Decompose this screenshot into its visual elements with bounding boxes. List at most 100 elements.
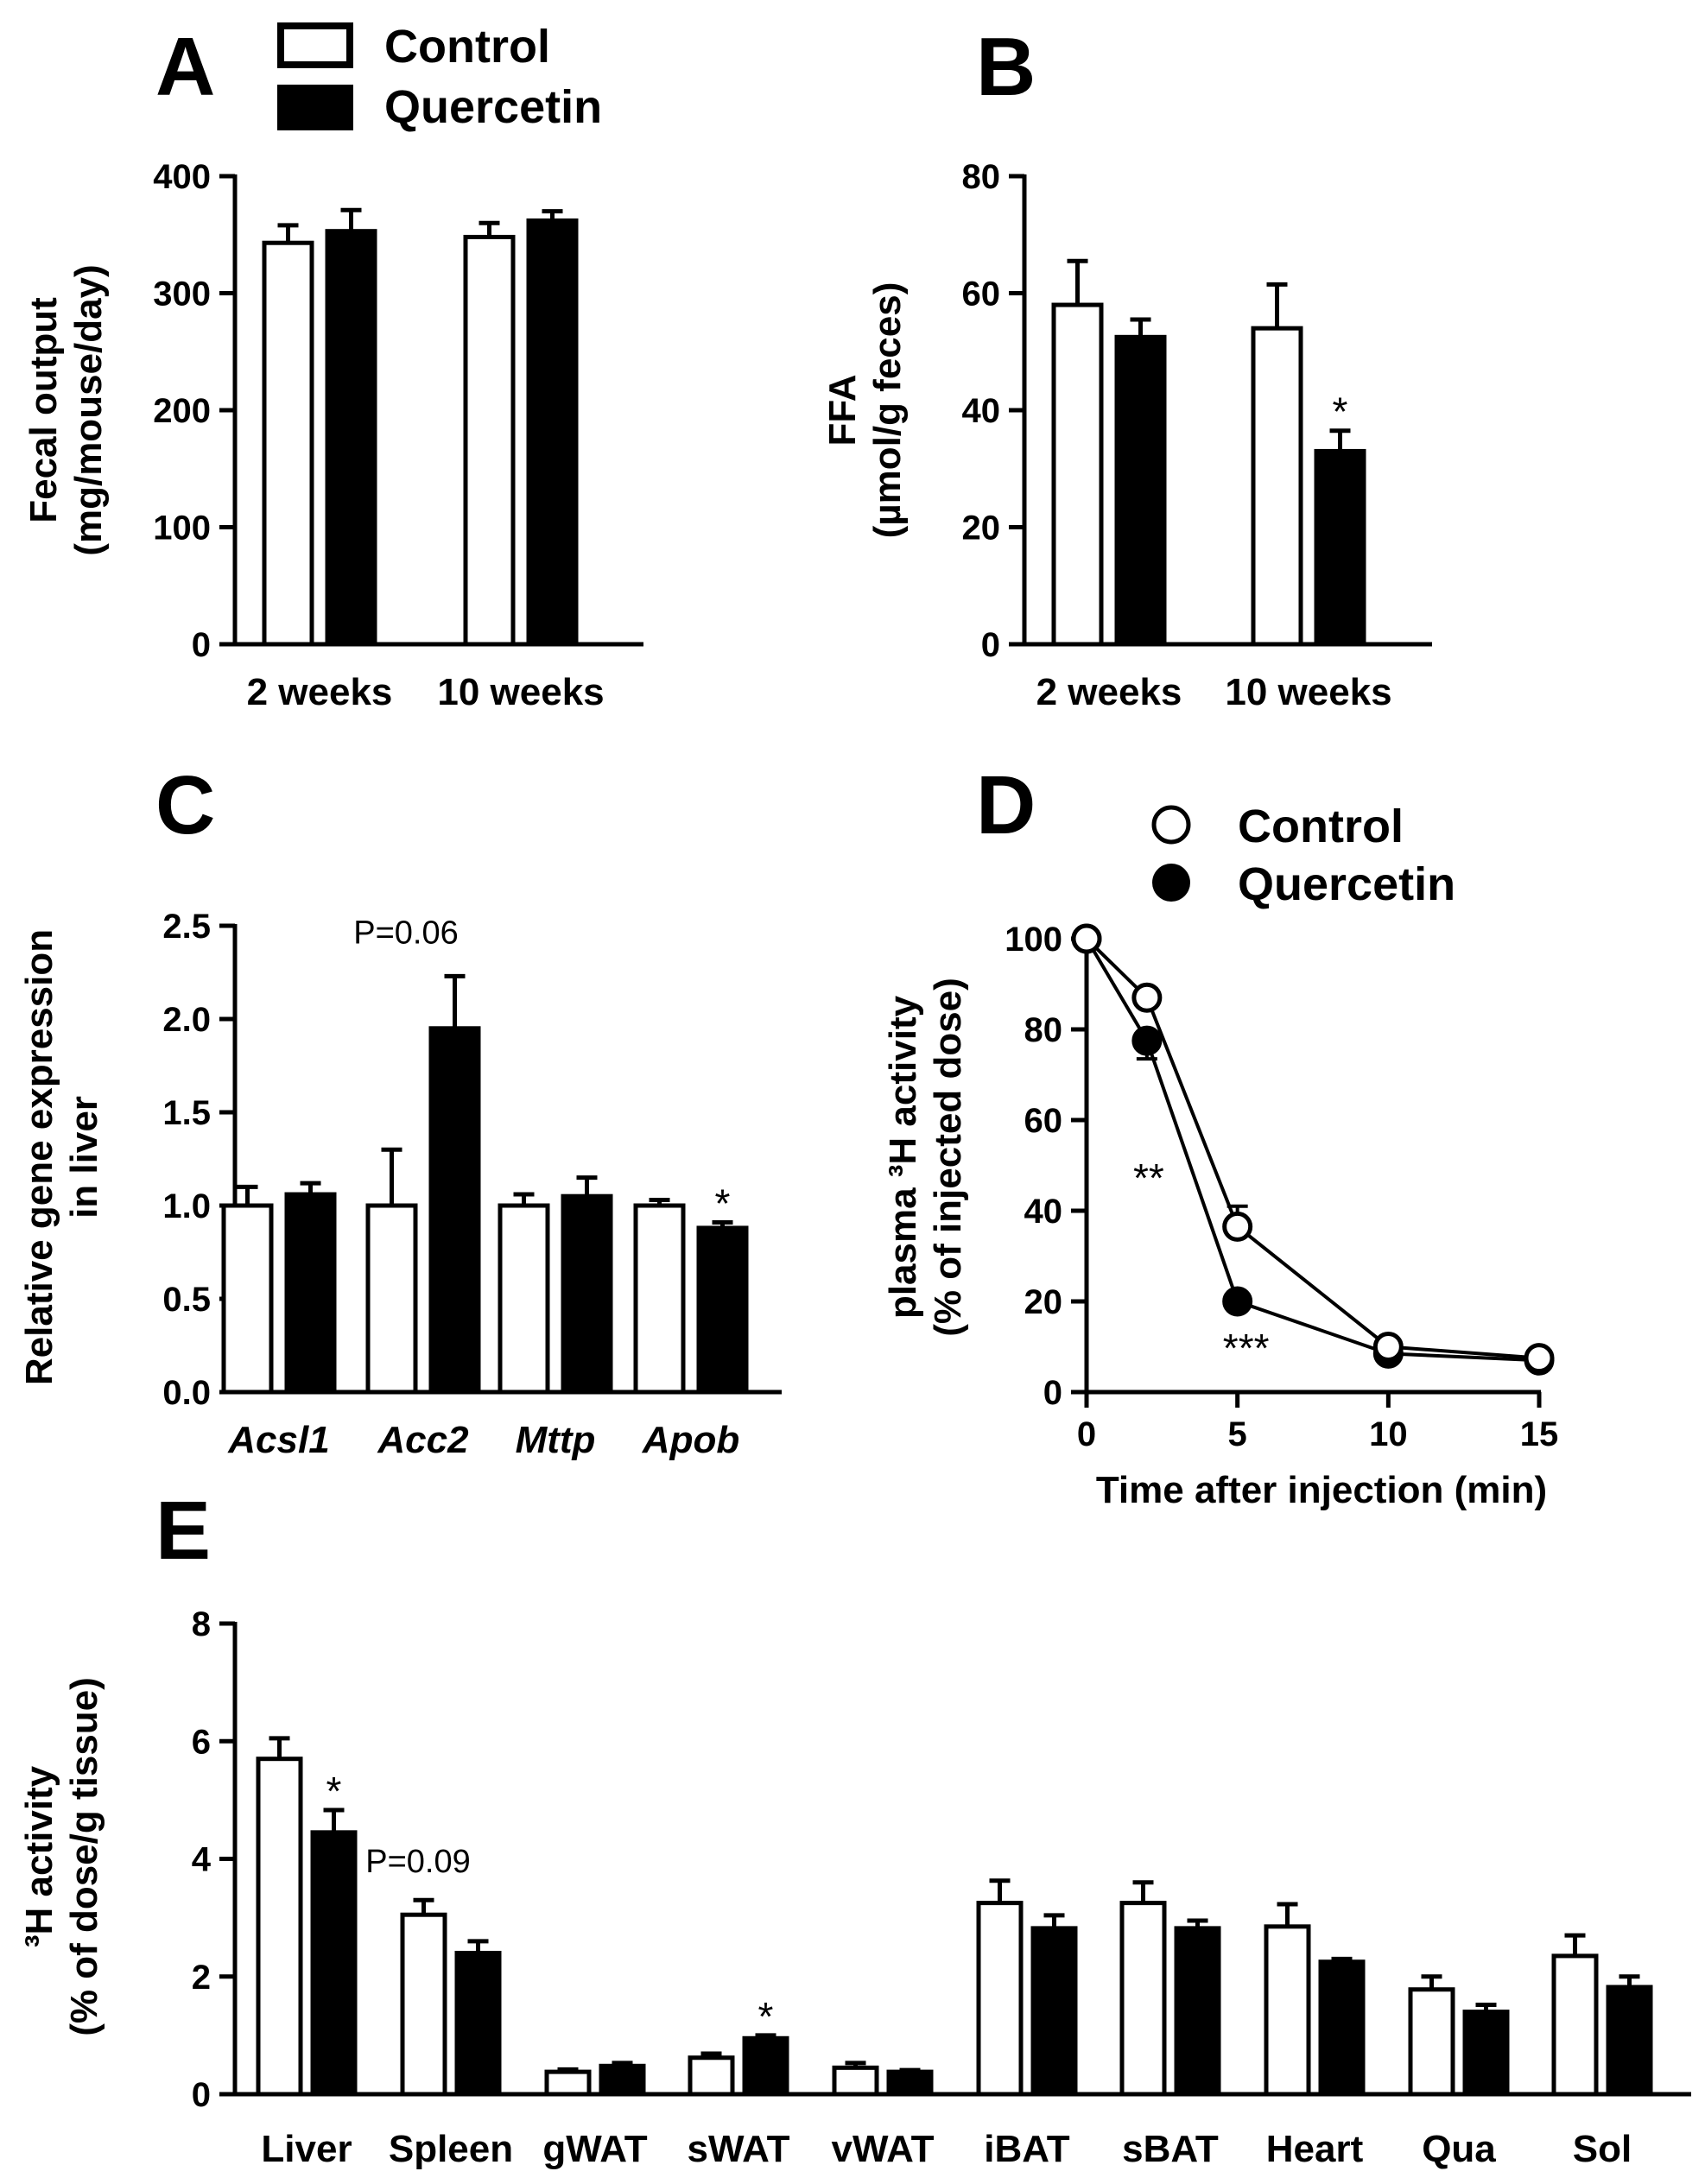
panel-b-ffa-chart: B 0 20 40 60 80 FFA (µmol/g feces) 2 weeks 10 wee… [821, 21, 1432, 713]
A-panel-letter: A [155, 21, 215, 113]
D-y-tick-label: 40 [1024, 1193, 1063, 1231]
E-bar-quercetin [1030, 1926, 1078, 2097]
E-category-label: iBAT [984, 2128, 1070, 2170]
E-bar-control [976, 1901, 1024, 2097]
D-y-axis-label-line2: (% of injected dose) [927, 978, 969, 1337]
C-bar-control [365, 1203, 418, 1395]
panel-d-plasma-activity-chart: D 0 20 40 60 80 100 0 5 10 15 Time after injection … [882, 759, 1558, 1511]
E-bar-control [832, 2065, 879, 2097]
B-bar-control [1051, 302, 1104, 647]
E-annotation: * [326, 1769, 342, 1814]
C-y-tick-label: 2.5 [162, 908, 211, 946]
legend-d-quercetin-marker [1152, 864, 1190, 902]
D-point-control [1524, 1343, 1555, 1374]
A-y-tick-label: 400 [153, 158, 211, 196]
A-bar-control [463, 234, 516, 647]
E-annotation: P=0.09 [365, 1844, 471, 1880]
D-panel-letter: D [976, 759, 1036, 851]
E-y-tick-label: 4 [192, 1841, 212, 1879]
E-annotation: * [758, 1994, 774, 2039]
C-bar-quercetin [696, 1225, 749, 1395]
legend-d-control-marker [1151, 805, 1191, 845]
B-panel-letter: B [976, 21, 1036, 113]
A-y-tick-label: 100 [153, 510, 211, 548]
C-bar-quercetin [428, 1026, 481, 1395]
B-y-tick-label: 20 [962, 510, 1001, 548]
E-y-tick-label: 6 [192, 1723, 211, 1761]
E-y-tick-label: 0 [192, 2076, 211, 2114]
B-category-label: 2 weeks [1036, 671, 1182, 713]
E-bar-control [1119, 1901, 1167, 2097]
E-bar-quercetin [742, 2035, 789, 2097]
E-y-axis-label-line1: ³H activity [18, 1765, 60, 1947]
legend-control-label: Control [384, 21, 550, 73]
A-category-label: 10 weeks [437, 671, 604, 713]
C-category-label: Acc2 [377, 1419, 469, 1461]
line-legend: Control Quercetin [1151, 801, 1455, 910]
C-category-label: Apob [642, 1419, 739, 1461]
D-y-tick-label: 0 [1043, 1374, 1062, 1412]
D-x-axis-label: Time after injection (min) [1096, 1469, 1547, 1511]
legend-quercetin-label: Quercetin [384, 81, 602, 133]
A-y-tick-label: 200 [153, 392, 211, 430]
A-bar-control [262, 240, 314, 647]
E-bar-quercetin [454, 1951, 502, 2097]
C-annotation: * [715, 1181, 731, 1225]
E-category-label: sBAT [1122, 2128, 1219, 2170]
B-annotation: * [1333, 389, 1348, 434]
A-category-label: 2 weeks [247, 671, 393, 713]
bar-legend: Control Quercetin [277, 21, 602, 133]
legend-d-control-label: Control [1238, 801, 1404, 852]
E-bar-quercetin [310, 1830, 358, 2097]
E-bar-control [1264, 1924, 1311, 2097]
B-y-tick-label: 60 [962, 275, 1001, 313]
C-y-tick-label: 0.0 [162, 1374, 211, 1412]
A-y-axis-label-line1: Fecal output [22, 297, 65, 523]
E-category-label: gWAT [542, 2128, 647, 2170]
D-y-axis-label-line1: plasma ³H activity [882, 995, 924, 1319]
D-x-tick-label: 5 [1228, 1415, 1247, 1453]
E-category-label: vWAT [832, 2128, 935, 2170]
D-x-tick-label: 0 [1077, 1415, 1096, 1453]
D-y-tick-label: 80 [1024, 1011, 1063, 1049]
A-y-tick-label: 0 [192, 626, 211, 664]
C-annotation: P=0.06 [353, 915, 459, 951]
B-y-tick-label: 40 [962, 392, 1001, 430]
E-bar-quercetin [599, 2063, 646, 2097]
C-category-label: Acsl1 [227, 1419, 329, 1461]
B-y-tick-label: 80 [962, 158, 1001, 196]
C-y-tick-label: 1.0 [162, 1187, 211, 1225]
B-bar-quercetin [1114, 334, 1167, 647]
E-bar-control [400, 1912, 447, 2097]
B-bar-quercetin [1314, 448, 1366, 647]
A-bar-quercetin [325, 229, 377, 647]
E-y-tick-label: 8 [192, 1605, 211, 1643]
D-annotation: ** [1133, 1155, 1164, 1200]
E-y-tick-label: 2 [192, 1959, 211, 1997]
C-bar-control [498, 1203, 550, 1395]
panel-e-tissue-activity-chart: E 0 2 4 6 8 ³H activity (% of dose/g tissue) Liv… [18, 1484, 1691, 2170]
E-bar-control [1551, 1953, 1599, 2097]
legend-control-swatch [277, 22, 353, 68]
D-point-quercetin [1222, 1286, 1253, 1317]
D-point-control [1131, 982, 1163, 1013]
E-bar-quercetin [1606, 1985, 1653, 2097]
E-bar-quercetin [1462, 2010, 1510, 2097]
C-panel-letter: C [155, 759, 215, 851]
D-point-control [1222, 1211, 1253, 1242]
C-y-tick-label: 2.0 [162, 1001, 211, 1039]
C-category-label: Mttp [516, 1419, 596, 1461]
B-bar-control [1251, 326, 1303, 647]
E-bar-control [688, 2055, 735, 2097]
E-bar-control [544, 2069, 592, 2097]
E-category-label: Qua [1422, 2128, 1496, 2170]
D-point-control [1071, 923, 1102, 954]
E-category-label: Liver [261, 2128, 352, 2170]
E-bar-quercetin [1318, 1959, 1366, 2097]
D-x-tick-label: 15 [1520, 1415, 1559, 1453]
C-y-tick-label: 0.5 [162, 1281, 211, 1319]
B-y-axis-label-line2: (µmol/g feces) [866, 282, 909, 539]
C-bar-quercetin [561, 1193, 613, 1395]
E-bar-quercetin [1174, 1926, 1221, 2097]
E-panel-letter: E [155, 1484, 211, 1577]
